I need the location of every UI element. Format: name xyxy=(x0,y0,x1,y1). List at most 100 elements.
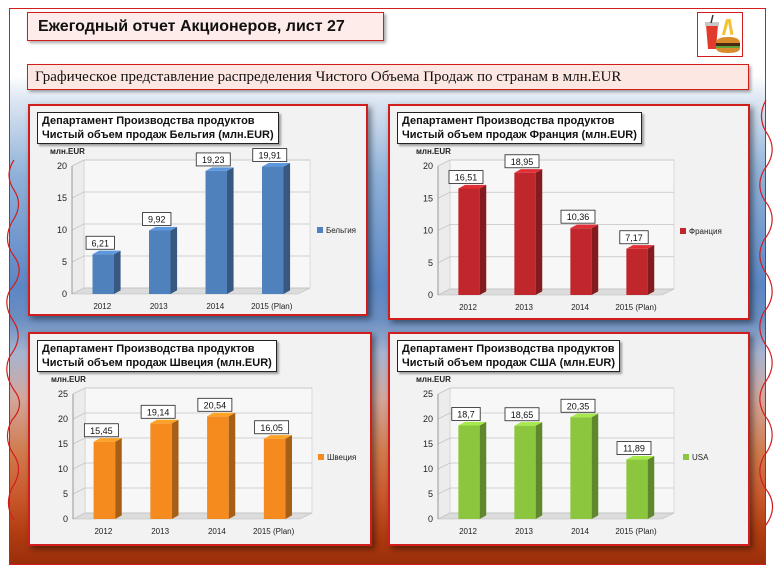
y-tick-label: 10 xyxy=(423,226,433,236)
legend-label: USA xyxy=(692,453,709,462)
gridline xyxy=(437,437,674,445)
chart-heading-line1: Департамент Производства продуктов xyxy=(402,115,615,127)
bar-side xyxy=(113,250,121,294)
gridline xyxy=(71,223,310,231)
gridline xyxy=(72,387,312,395)
bar xyxy=(93,438,122,519)
y-axis-label: млн.EUR xyxy=(416,147,451,156)
chart-heading-line2: Чистый объем продаж Бельгия (млн.EUR) xyxy=(42,129,274,141)
data-label: 18,65 xyxy=(511,410,534,420)
bar-front xyxy=(626,459,648,519)
bar xyxy=(626,455,655,519)
gridline xyxy=(72,487,312,495)
y-axis-label: млн.EUR xyxy=(50,147,85,156)
data-label-box xyxy=(560,398,596,413)
bar-front xyxy=(458,425,480,519)
bar xyxy=(207,412,236,519)
data-label: 16,51 xyxy=(455,173,478,183)
bar-top xyxy=(570,224,599,229)
bar-front xyxy=(205,170,227,294)
y-tick-label: 10 xyxy=(57,225,67,235)
bar-top xyxy=(626,245,655,249)
bar xyxy=(514,422,543,519)
data-label: 9,92 xyxy=(148,215,166,225)
gridline xyxy=(437,224,674,231)
bar-top xyxy=(262,162,291,167)
bar-top xyxy=(570,413,599,418)
bar-front xyxy=(626,248,648,295)
bar-front xyxy=(570,417,592,519)
bar-side xyxy=(171,419,179,519)
bar-top xyxy=(149,226,178,231)
chart-heading-line1: Департамент Производства продуктов xyxy=(42,115,255,127)
bar-side xyxy=(226,167,234,294)
data-label-box xyxy=(254,420,290,435)
y-tick-label: 0 xyxy=(62,289,67,299)
data-label: 19,91 xyxy=(258,151,281,161)
bar-side xyxy=(228,412,236,519)
legend-label: Бельгия xyxy=(326,226,356,235)
chart-heading: Департамент Производства продуктов Чисты… xyxy=(397,340,621,372)
data-label-box xyxy=(448,170,484,184)
chart-usa: 0 5 10 15 20 25 млн.EUR 18,7 2012 18,65 2013 20,35 2… xyxy=(416,375,709,536)
bar xyxy=(263,435,293,519)
legend-label: Швеция xyxy=(327,453,356,462)
bar-side xyxy=(591,224,599,295)
bar xyxy=(458,184,487,295)
y-axis-label: млн.EUR xyxy=(51,375,86,384)
chart-panel-usa: 0 5 10 15 20 25 млн.EUR 18,7 2012 18,65 2013 20,35 2… xyxy=(388,332,750,546)
data-label-box xyxy=(195,152,231,167)
bar-side xyxy=(285,435,293,519)
bar-side xyxy=(479,184,487,295)
x-tick-label: 2012 xyxy=(93,302,111,311)
y-tick-label: 25 xyxy=(58,389,68,399)
bar-top xyxy=(458,184,487,189)
data-label-box xyxy=(83,423,119,438)
bar-top xyxy=(207,412,236,417)
bar xyxy=(514,169,543,295)
y-tick-label: 15 xyxy=(57,193,67,203)
chart-heading-line2: Чистый объем продаж США (млн.EUR) xyxy=(402,357,616,369)
bar-side xyxy=(591,413,599,519)
right-wave-decoration xyxy=(759,99,774,526)
data-label-box xyxy=(140,404,176,419)
gridline xyxy=(71,255,310,263)
data-label: 16,05 xyxy=(260,423,283,433)
data-label: 20,54 xyxy=(204,400,227,410)
bar-top xyxy=(93,438,122,442)
gridline xyxy=(437,387,674,395)
bar-side xyxy=(170,226,178,294)
bar-top xyxy=(514,422,543,426)
x-tick-label: 2013 xyxy=(515,303,533,312)
bar xyxy=(570,413,599,519)
chart-panel-belgium: 0 5 10 15 20 млн.EUR 6,21 2012 9,92 2013 19,23 2014… xyxy=(28,104,368,316)
bar-top xyxy=(514,169,543,173)
data-label: 10,36 xyxy=(567,212,590,222)
chart-belgium: 0 5 10 15 20 млн.EUR 6,21 2012 9,92 2013 19,23 2014… xyxy=(50,147,356,311)
x-tick-label: 2015 (Plan) xyxy=(615,527,657,536)
bar-side xyxy=(535,169,543,295)
legend-label: Франция xyxy=(689,227,722,236)
chart-heading-line1: Департамент Производства продуктов xyxy=(42,343,255,355)
y-tick-label: 20 xyxy=(58,414,68,424)
data-label: 19,14 xyxy=(147,407,170,417)
chart-side-wall xyxy=(72,387,86,520)
bar-front xyxy=(514,172,536,295)
data-label: 19,23 xyxy=(202,155,225,165)
bar-top xyxy=(263,435,293,439)
bar-side xyxy=(115,438,122,519)
gridline xyxy=(71,287,310,295)
x-tick-label: 2013 xyxy=(151,527,169,536)
chart-heading: Департамент Производства продуктов Чисты… xyxy=(37,112,279,144)
bar-side xyxy=(283,162,291,294)
gridline xyxy=(437,191,674,199)
bar-front xyxy=(263,438,286,519)
bar xyxy=(458,421,487,519)
data-label: 20,35 xyxy=(567,401,590,411)
bar-front xyxy=(458,188,480,295)
page-subtitle: Графическое представление распределения … xyxy=(27,64,749,90)
bar-top xyxy=(458,421,487,426)
data-label: 15,45 xyxy=(90,426,113,436)
gridline xyxy=(437,462,674,470)
